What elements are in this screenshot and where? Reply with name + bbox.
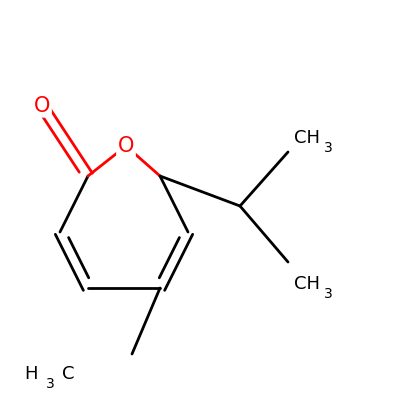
Text: 3: 3 [324, 287, 333, 301]
Text: H: H [24, 365, 38, 383]
Text: C: C [62, 365, 74, 383]
Text: CH: CH [294, 275, 320, 293]
Text: CH: CH [294, 129, 320, 147]
Text: 3: 3 [46, 377, 55, 391]
Text: 3: 3 [324, 141, 333, 155]
Text: O: O [34, 96, 50, 116]
Text: O: O [118, 136, 134, 156]
